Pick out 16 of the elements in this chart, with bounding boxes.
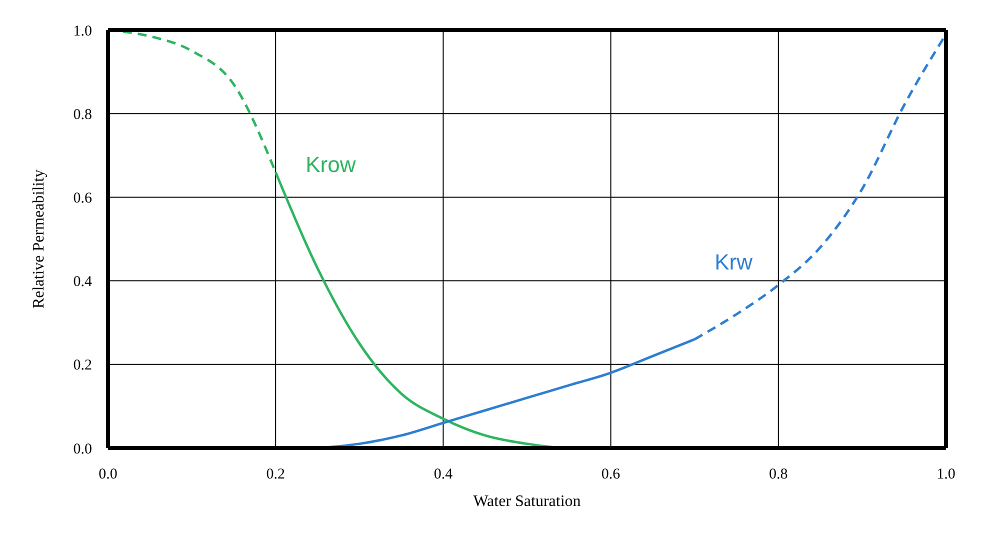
- y-tick-label: 0.4: [73, 274, 92, 290]
- series-label: Krow: [306, 152, 356, 178]
- y-tick-label: 0.2: [73, 358, 92, 374]
- x-tick-label: 0.0: [98, 466, 118, 483]
- y-axis-title: Relative Permeability: [30, 169, 48, 309]
- x-axis-title: Water Saturation: [473, 493, 581, 510]
- x-tick-label: 0.6: [601, 466, 621, 483]
- series-label: Krw: [714, 249, 753, 274]
- x-tick-label: 0.8: [769, 466, 788, 483]
- y-tick-label: 0.6: [73, 190, 92, 207]
- x-tick-label: 0.4: [434, 466, 454, 483]
- y-tick-label: 0.0: [73, 441, 92, 458]
- x-tick-label: 0.2: [266, 466, 285, 483]
- y-tick-label: 0.8: [73, 106, 92, 123]
- y-tick-label: 1.0: [73, 23, 92, 40]
- x-tick-label: 1.0: [936, 466, 956, 483]
